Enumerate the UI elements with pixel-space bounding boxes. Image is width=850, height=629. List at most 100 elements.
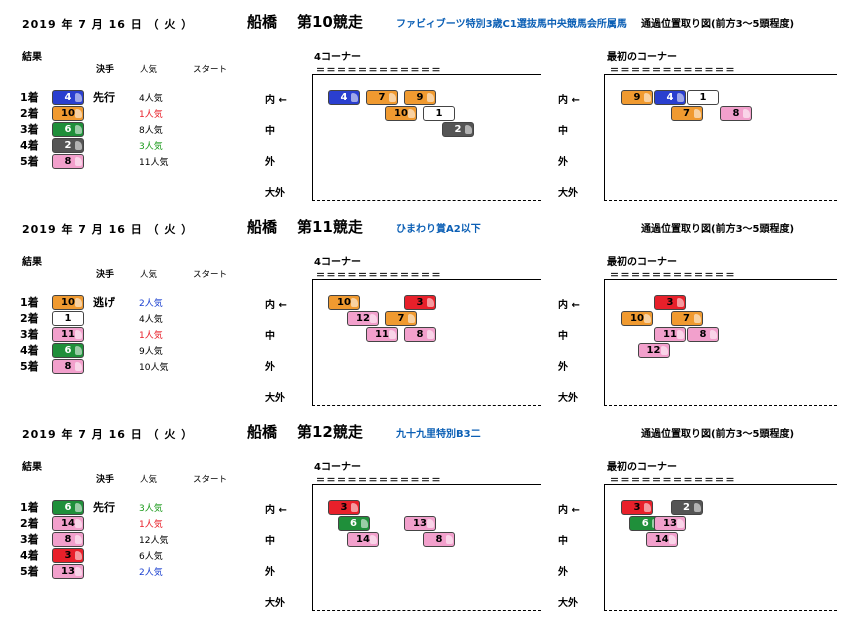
- corner-first-horse-cap: 13: [654, 516, 686, 531]
- corner4-horse-cap: 14: [347, 532, 379, 547]
- corner4-horse-cap: 4: [328, 90, 360, 105]
- corner4-horse-cap: 10: [328, 295, 360, 310]
- result-rank: 1着: [20, 91, 39, 104]
- result-popularity: 8人気: [139, 126, 163, 136]
- result-popularity: 11人気: [139, 158, 169, 168]
- corner-first-horse-cap: 2: [670, 500, 703, 515]
- corner4-horse-cap: 2: [442, 122, 474, 137]
- result-popularity: 6人気: [139, 552, 163, 562]
- track-name: 船橋: [247, 13, 278, 31]
- corner-first-horse-cap: 1: [687, 90, 719, 105]
- corner-first-horse-cap: 8: [687, 327, 719, 342]
- corner-first-title: 最初のコーナー: [607, 52, 677, 63]
- result-rank: 3着: [20, 533, 39, 546]
- lane-label: 大外: [265, 188, 285, 199]
- result-popularity: 1人気: [139, 331, 163, 341]
- lane-label: 外: [265, 362, 275, 373]
- corner-first-horse-cap: 14: [645, 532, 678, 547]
- popularity-header: 人気: [140, 65, 158, 75]
- track-name: 船橋: [247, 218, 278, 236]
- diagram-title: 通過位置取り図(前方3～5頭程度): [641, 224, 795, 235]
- lane-label: 内 ←: [265, 505, 287, 516]
- lane-label: 中: [265, 126, 275, 137]
- result-popularity: 12人気: [139, 536, 169, 546]
- result-horse-cap: 2: [52, 138, 84, 153]
- corner-first-horse-cap: 7: [670, 311, 703, 326]
- race-date: 2019 年 7 月 16 日 （ 火 ）: [22, 223, 194, 236]
- style-header: 決手: [96, 65, 115, 75]
- corner-first-rule: ＝＝＝＝＝＝＝＝＝＝＝＝: [610, 476, 737, 486]
- result-horse-cap: 4: [52, 90, 84, 105]
- corner-first-diagram: [604, 279, 837, 406]
- corner-first-horse-cap: 10: [621, 311, 653, 326]
- lane-label: 外: [558, 362, 568, 373]
- race-section: 2019 年 7 月 16 日 （ 火 ） 船橋 第12競走 九十九里特別B3二…: [0, 410, 850, 615]
- result-popularity: 4人気: [139, 315, 163, 325]
- result-popularity: 9人気: [139, 347, 163, 357]
- lane-label: 外: [558, 567, 568, 578]
- lane-label: 大外: [265, 393, 285, 404]
- result-horse-cap: 6: [52, 343, 84, 358]
- lane-label: 中: [558, 331, 568, 342]
- corner4-horse-cap: 11: [366, 327, 398, 342]
- result-rank: 2着: [20, 312, 39, 325]
- corner4-rule: ＝＝＝＝＝＝＝＝＝＝＝＝: [316, 271, 443, 281]
- result-horse-cap: 8: [52, 154, 84, 169]
- diagram-title: 通過位置取り図(前方3～5頭程度): [641, 19, 795, 30]
- race-date: 2019 年 7 月 16 日 （ 火 ）: [22, 428, 194, 441]
- corner4-diagram: [312, 279, 541, 406]
- race-section: 2019 年 7 月 16 日 （ 火 ） 船橋 第11競走 ひまわり賞A2以下…: [0, 205, 850, 410]
- corner4-horse-cap: 7: [366, 90, 398, 105]
- results-label: 結果: [22, 462, 42, 473]
- corner4-horse-cap: 6: [337, 516, 370, 531]
- corner4-horse-cap: 13: [404, 516, 436, 531]
- corner-first-horse-cap: 7: [670, 106, 703, 121]
- popularity-header: 人気: [140, 270, 158, 280]
- start-header: スタート: [193, 270, 228, 280]
- results-label: 結果: [22, 257, 42, 268]
- corner4-horse-cap: 8: [404, 327, 436, 342]
- lane-label: 内 ←: [265, 300, 287, 311]
- lane-label: 内 ←: [558, 505, 580, 516]
- popularity-header: 人気: [140, 475, 158, 485]
- corner4-horse-cap: 9: [404, 90, 436, 105]
- race-number: 第12競走: [297, 423, 363, 441]
- race-number: 第10競走: [297, 13, 363, 31]
- result-horse-cap: 11: [52, 327, 84, 342]
- style-header: 決手: [96, 475, 115, 485]
- lane-label: 大外: [558, 188, 578, 199]
- result-rank: 1着: [20, 501, 39, 514]
- race-section: 2019 年 7 月 16 日 （ 火 ） 船橋 第10競走 ファビィブーツ特別…: [0, 0, 850, 205]
- corner-first-horse-cap: 3: [621, 500, 653, 515]
- result-rank: 2着: [20, 107, 39, 120]
- result-rank: 5着: [20, 565, 39, 578]
- corner4-horse-cap: 1: [423, 106, 455, 121]
- result-popularity: 1人気: [139, 110, 163, 120]
- start-header: スタート: [193, 475, 228, 485]
- result-horse-cap: 14: [52, 516, 84, 531]
- corner4-horse-cap: 10: [385, 106, 417, 121]
- start-header: スタート: [193, 65, 228, 75]
- race-number: 第11競走: [297, 218, 363, 236]
- result-style: 逃げ: [93, 296, 115, 309]
- result-popularity: 1人気: [139, 520, 163, 530]
- result-horse-cap: 6: [52, 122, 84, 137]
- lane-label: 大外: [558, 598, 578, 609]
- result-popularity: 3人気: [139, 504, 163, 514]
- style-header: 決手: [96, 270, 115, 280]
- result-horse-cap: 8: [52, 532, 84, 547]
- corner-first-title: 最初のコーナー: [607, 257, 677, 268]
- diagram-title: 通過位置取り図(前方3～5頭程度): [641, 429, 795, 440]
- result-rank: 3着: [20, 123, 39, 136]
- lane-label: 内 ←: [265, 95, 287, 106]
- corner4-horse-cap: 8: [423, 532, 455, 547]
- lane-label: 中: [265, 331, 275, 342]
- result-rank: 4着: [20, 344, 39, 357]
- corner4-diagram: [312, 484, 541, 611]
- corner4-diagram: [312, 74, 541, 201]
- result-horse-cap: 8: [52, 359, 84, 374]
- result-style: 先行: [93, 91, 115, 104]
- corner4-rule: ＝＝＝＝＝＝＝＝＝＝＝＝: [316, 476, 443, 486]
- result-popularity: 3人気: [139, 142, 163, 152]
- lane-label: 内 ←: [558, 95, 580, 106]
